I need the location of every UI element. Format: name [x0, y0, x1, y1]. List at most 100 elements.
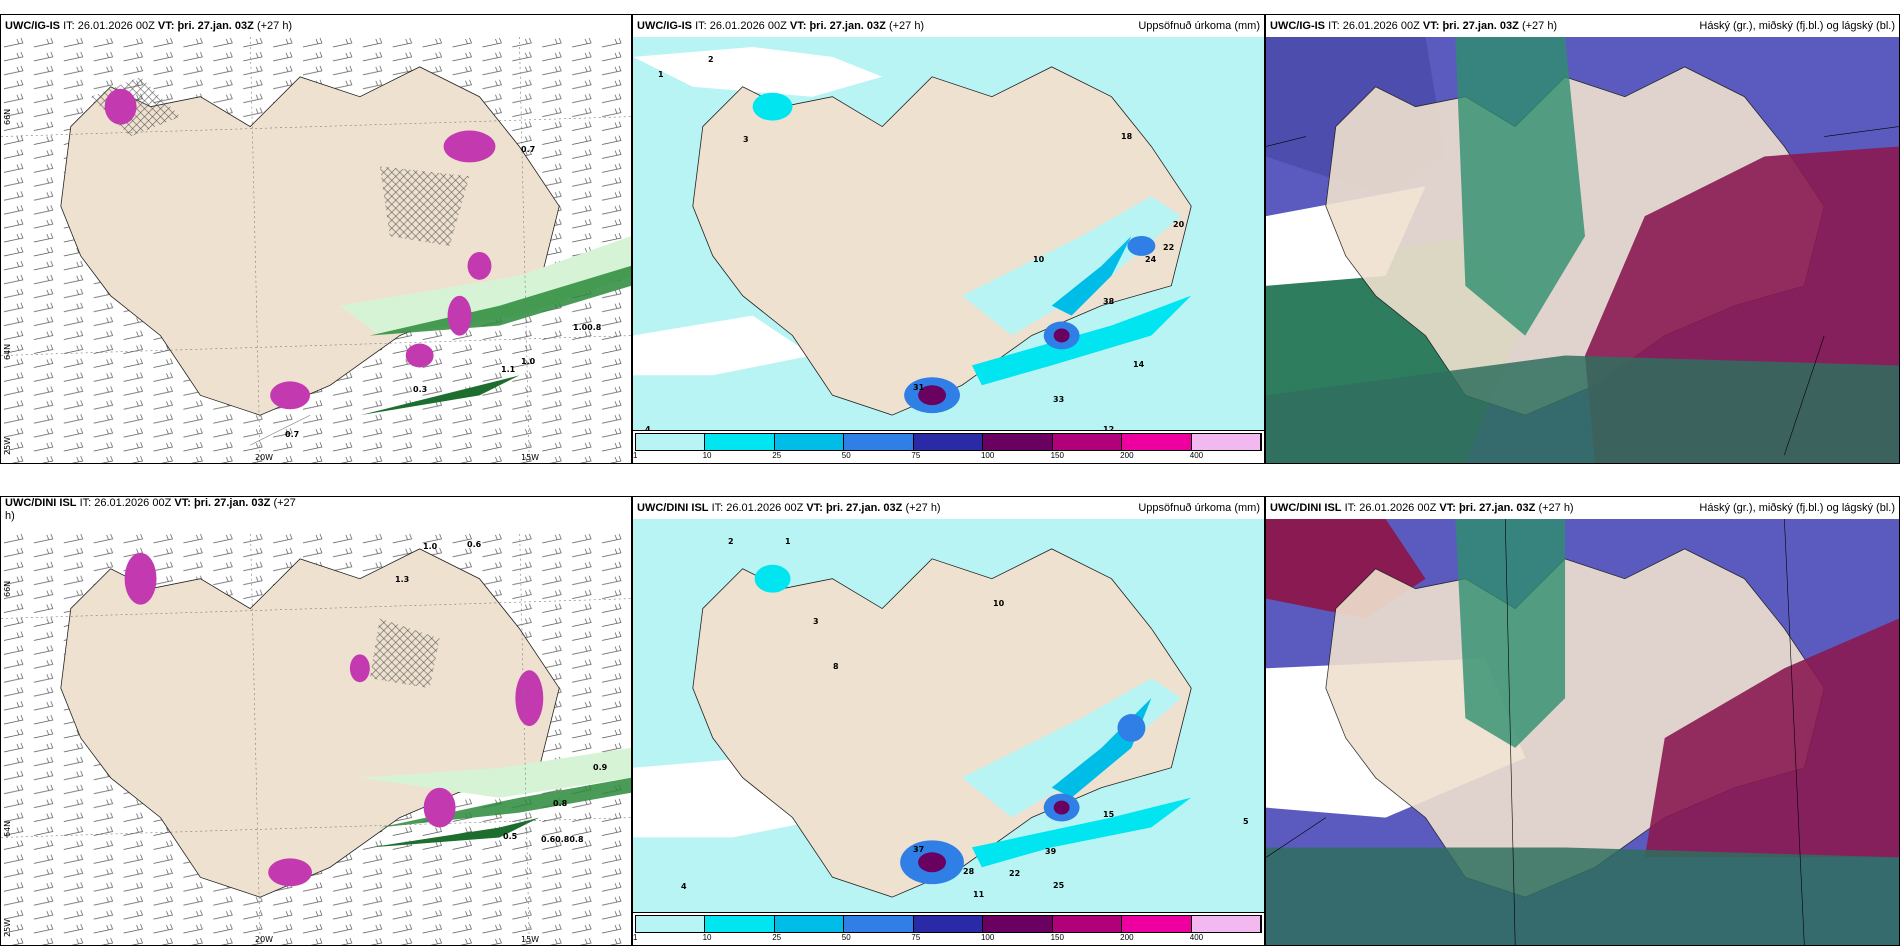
value-label: 20 — [1173, 220, 1185, 229]
map-area — [633, 37, 1264, 431]
value-label: 33 — [1053, 395, 1065, 404]
cloud-map-svg — [1266, 519, 1899, 945]
vt-label: VT: — [806, 502, 823, 514]
it-value: 26.01.2026 00Z — [709, 20, 787, 32]
it-label: IT: — [79, 497, 92, 509]
lon-label-25w: 25W — [3, 918, 12, 937]
value-label: 1.0 — [521, 357, 536, 366]
it-value: 26.01.2026 00Z — [726, 502, 804, 514]
lon-label-25w: 25W — [3, 436, 12, 455]
lon-label-15w: 15W — [521, 453, 540, 462]
map-area — [633, 519, 1264, 913]
value-label: 0.7 — [521, 145, 536, 154]
vt-value: þri. 27.jan. 03Z — [193, 497, 271, 509]
map-panel-bottom-left: UWC/DINI ISL IT: 26.01.2026 00Z VT: þri.… — [0, 496, 632, 946]
colorbar-ticks: 1 10 25 50 75 100 150 200 400 — [633, 451, 1262, 461]
lead-time-wrap: h) — [5, 510, 15, 522]
it-label: IT: — [1328, 20, 1340, 32]
panel-header: UWC/DINI ISL IT: 26.01.2026 00Z VT: þri.… — [1266, 497, 1899, 519]
panel-header: UWC/IG-IS IT: 26.01.2026 00Z VT: þri. 27… — [1266, 15, 1899, 37]
value-label: 1.1 — [501, 365, 516, 374]
model-name: UWC/IG-IS — [637, 20, 692, 32]
it-label: IT: — [695, 20, 707, 32]
value-label: 10 — [993, 599, 1005, 608]
vt-label: VT: — [157, 20, 175, 32]
value-label: 31 — [913, 383, 925, 392]
tick: 400 — [1189, 451, 1204, 460]
vt-label: VT: — [1439, 502, 1456, 514]
swatch — [913, 916, 984, 932]
swatch — [983, 434, 1053, 450]
model-name: UWC/DINI ISL — [637, 502, 709, 514]
tick: 25 — [772, 933, 782, 942]
map-panel-bottom-right: UWC/DINI ISL IT: 26.01.2026 00Z VT: þri.… — [1265, 496, 1900, 946]
value-label: 10 — [1033, 255, 1045, 264]
vt-value: þri. 27.jan. 03Z — [1458, 502, 1536, 514]
panel-title: Háský (gr.), miðský (fj.bl.) og lágský (… — [1699, 20, 1895, 32]
lead-time: (+27 h) — [1538, 502, 1574, 514]
precip-map-svg — [633, 519, 1264, 913]
value-label: 24 — [1145, 255, 1157, 264]
panel-title: Uppsöfnuð úrkoma (mm) — [1138, 20, 1260, 32]
value-label: 11 — [973, 890, 985, 899]
panel-header: UWC/IG-IS IT: 26.01.2026 00Z VT: þri. 27… — [1, 15, 631, 37]
vt-value: þri. 27.jan. 03Z — [1442, 20, 1519, 32]
swatch — [636, 434, 706, 450]
colorbar-swatches — [635, 915, 1262, 933]
vt-value: þri. 27.jan. 03Z — [825, 502, 903, 514]
swatch — [1191, 916, 1261, 932]
panel-header: UWC/DINI ISL IT: 26.01.2026 00Z VT: þri.… — [1, 497, 631, 531]
value-label: 1.0 — [423, 542, 438, 551]
colorbar: 1 10 25 50 75 100 150 200 400 — [633, 430, 1264, 463]
value-label: 4 — [645, 425, 651, 434]
value-label: 2 — [728, 537, 734, 546]
value-label: 0.6 — [467, 540, 482, 549]
panel-title: Uppsöfnuð úrkoma (mm) — [1138, 502, 1260, 514]
lead-time: (+27 h) — [905, 502, 941, 514]
tick: 1 — [633, 933, 638, 942]
map-area — [1266, 519, 1899, 945]
lead-time: (+27 h) — [888, 20, 925, 32]
value-label: 22 — [1009, 869, 1021, 878]
tick: 200 — [1120, 933, 1134, 942]
value-label: 18 — [1121, 132, 1133, 141]
tick: 100 — [980, 451, 995, 460]
tick: 150 — [1050, 933, 1064, 942]
value-label: 12 — [1103, 425, 1114, 434]
vt-value: þri. 27.jan. 03Z — [177, 20, 254, 32]
value-label: 4 — [681, 882, 687, 891]
value-label: 22 — [1163, 243, 1175, 252]
tick: 25 — [772, 451, 782, 460]
swatch — [705, 916, 775, 932]
colorbar: 1 10 25 50 75 100 150 200 400 — [633, 912, 1264, 945]
value-label: 15 — [1103, 810, 1115, 819]
colorbar-ticks: 1 10 25 50 75 100 150 200 400 — [633, 933, 1262, 943]
tick: 100 — [980, 933, 995, 942]
map-panel-bottom-middle: UWC/DINI ISL IT: 26.01.2026 00Z VT: þri.… — [632, 496, 1265, 946]
it-label: IT: — [1344, 502, 1357, 514]
it-label: IT: — [63, 20, 75, 32]
value-label: 14 — [1133, 360, 1145, 369]
model-name: UWC/IG-IS — [1270, 20, 1325, 32]
precip-map-svg — [633, 37, 1264, 431]
iceland-land — [60, 66, 560, 416]
lat-label-66n: 66N — [3, 580, 12, 597]
swatch — [636, 916, 706, 932]
swatch — [1052, 434, 1123, 450]
map-panel-top-middle: UWC/IG-IS IT: 26.01.2026 00Z VT: þri. 27… — [632, 14, 1265, 464]
swatch — [705, 434, 775, 450]
lon-label-20w: 20W — [255, 935, 274, 944]
swatch — [774, 434, 845, 450]
map-area — [1, 37, 631, 463]
value-label: 5 — [1243, 817, 1249, 826]
value-label: 3 — [813, 617, 819, 626]
swatch — [1122, 916, 1192, 932]
tick: 150 — [1050, 451, 1064, 460]
model-name: UWC/DINI ISL — [5, 497, 77, 509]
wind-map-svg — [1, 519, 631, 945]
lead-time: (+27 h) — [1521, 20, 1558, 32]
value-label: 1.00.8 — [573, 323, 602, 332]
map-panel-top-right: UWC/IG-IS IT: 26.01.2026 00Z VT: þri. 27… — [1265, 14, 1900, 464]
vt-label: VT: — [789, 20, 807, 32]
tick: 50 — [841, 451, 851, 460]
